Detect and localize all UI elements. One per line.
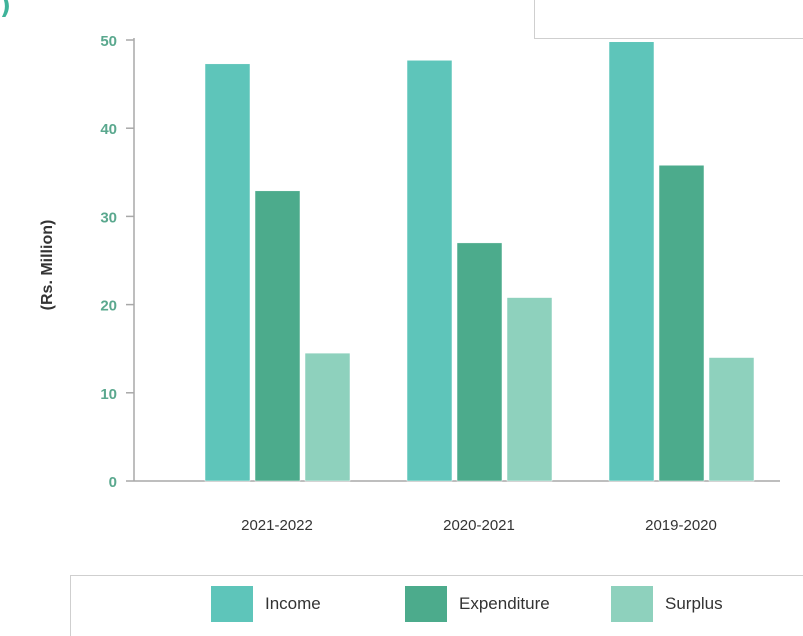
bar-income-2019-2020 (608, 41, 655, 482)
y-tick-label: 40 (100, 121, 117, 138)
top-frame (534, 0, 803, 39)
y-tick-label: 30 (100, 209, 117, 226)
legend-item-expenditure: Expenditure (405, 586, 550, 622)
x-tick-label: 2019-2020 (645, 517, 717, 534)
bar-expenditure-2020-2021 (456, 242, 503, 482)
x-tick-label: 2021-2022 (241, 517, 313, 534)
bar-surplus-2020-2021 (506, 297, 553, 482)
bar-surplus-2019-2020 (708, 357, 755, 482)
legend-item-surplus: Surplus (611, 586, 723, 622)
y-tick-label: 10 (100, 386, 117, 403)
bar-surplus-2021-2022 (304, 352, 351, 482)
legend: Income Expenditure Surplus (70, 575, 803, 636)
legend-label: Expenditure (459, 594, 550, 613)
bar-expenditure-2021-2022 (254, 190, 301, 482)
bar-income-2020-2021 (406, 60, 453, 482)
legend-swatch (611, 586, 653, 622)
x-tick-label: 2020-2021 (443, 517, 515, 534)
bar-expenditure-2019-2020 (658, 164, 705, 482)
y-tick-label: 20 (100, 298, 117, 315)
x-axis-labels: 2021-2022 2020-2021 2019-2020 (241, 517, 717, 534)
bar-income-2021-2022 (204, 63, 251, 482)
y-tick-label: 50 (100, 33, 117, 50)
legend-swatch (211, 586, 253, 622)
legend-item-income: Income (211, 586, 321, 622)
y-tick-label: 0 (109, 474, 117, 491)
y-axis-label: (Rs. Million) (39, 220, 56, 311)
legend-label: Surplus (665, 594, 723, 613)
legend-swatch (405, 586, 447, 622)
truncated-heading-fragment: ) (0, 0, 11, 20)
legend-label: Income (265, 594, 321, 613)
bars (204, 41, 755, 482)
